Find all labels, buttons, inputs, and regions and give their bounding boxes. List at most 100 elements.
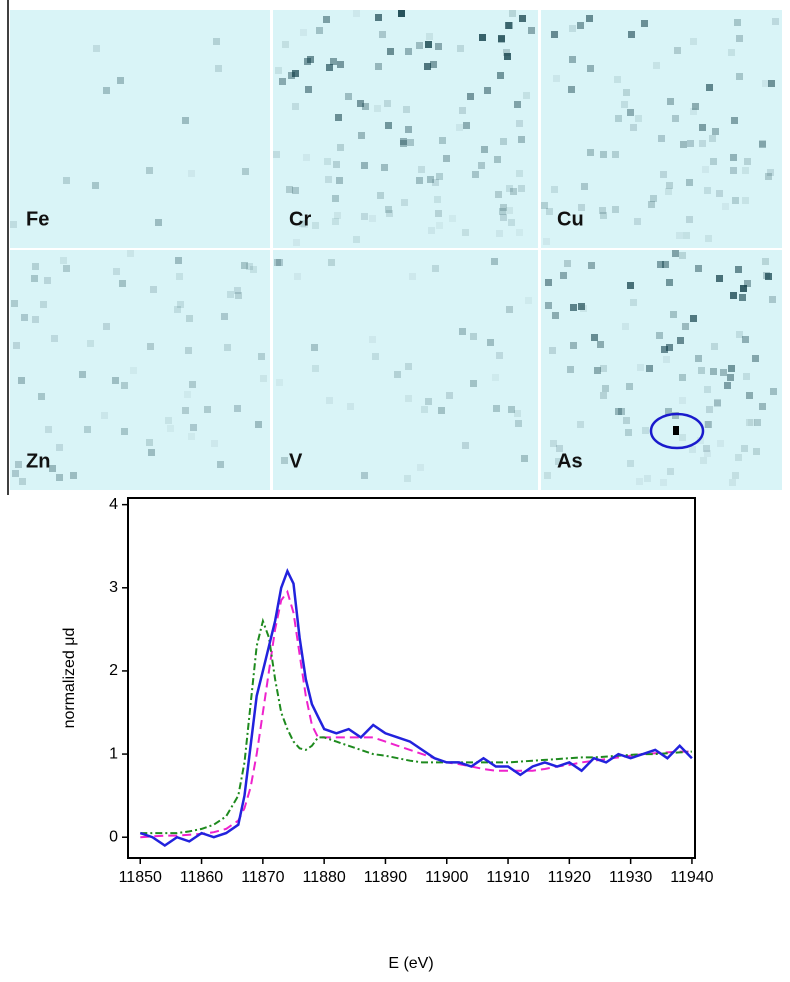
map-pixel [762,258,769,265]
map-pixel [325,176,332,183]
map-pixel [215,65,222,72]
map-pixel [381,164,388,171]
map-pixel [695,355,702,362]
map-pixel [496,352,503,359]
map-pixel [570,342,577,349]
map-pixel [316,27,323,34]
map-pixel [10,221,17,228]
map-pixel [457,45,464,52]
map-pixel [127,250,134,257]
map-pixel [405,126,412,133]
map-pixel [724,382,731,389]
map-pixel [672,115,679,122]
map-pixel [15,461,22,468]
map-pixel [443,155,450,162]
y-tick-label: 2 [109,662,118,679]
panel-label: As [557,450,583,472]
x-tick-label: 11870 [241,869,284,886]
map-panel [10,10,270,248]
map-pixel [516,229,523,236]
map-pixel [508,219,515,226]
map-pixel [653,62,660,69]
map-pixel [49,465,56,472]
map-pixel [741,445,748,452]
panel-label: Cr [289,208,311,230]
map-pixel [353,236,360,243]
map-pixel [500,214,507,221]
map-pixel [500,204,507,211]
map-pixel [13,342,20,349]
map-pixel [612,206,619,213]
map-pixel [167,425,174,432]
map-pixel [79,371,86,378]
map-pixel [716,190,723,197]
map-pixel [521,455,528,462]
map-pixel [591,334,598,341]
map-pixel [87,340,94,347]
map-pixel [625,429,632,436]
map-pixel [600,365,607,372]
map-pixel [597,341,604,348]
map-pixel [324,158,331,165]
map-pixel [743,373,750,380]
map-pixel [635,115,642,122]
map-pixel [213,38,220,45]
map-pixel [711,343,718,350]
map-pixel [387,48,394,55]
map-pixel [188,170,195,177]
map-pixel [434,196,441,203]
map-pixel [706,406,713,413]
map-pixel [503,49,510,56]
map-pixel [18,377,25,384]
map-pixel [686,179,693,186]
map-pixel [44,277,51,284]
map-pixel [662,261,669,268]
map-pixel [418,166,425,173]
map-pixel [337,144,344,151]
series-line [140,589,692,839]
map-pixel [403,106,410,113]
map-pixel [493,405,500,412]
x-tick-label: 11930 [609,869,652,886]
panel-label: V [289,450,303,472]
map-pixel [32,316,39,323]
map-pixel [735,454,742,461]
map-pixel [577,421,584,428]
map-pixel [112,377,119,384]
map-pixel [121,428,128,435]
map-pixel [570,304,577,311]
map-pixel [674,47,681,54]
map-pixel [293,239,300,246]
map-pixel [746,392,753,399]
map-pixel [769,296,776,303]
map-pixel [682,323,689,330]
map-pixel [470,333,477,340]
map-pixel [119,280,126,287]
map-pixel [730,292,737,299]
map-pixel [174,306,181,313]
map-pixel [432,265,439,272]
map-pixel [467,93,474,100]
map-pixel [294,273,301,280]
map-pixel [292,103,299,110]
map-pixel [744,280,751,287]
map-pixel [472,171,479,178]
map-pixel [709,135,716,142]
map-pixel [663,356,670,363]
map-pixel [704,386,711,393]
map-pixel [347,403,354,410]
map-pixel [103,87,110,94]
map-pixel [556,445,563,452]
map-pixel [246,263,253,270]
map-pixel [765,173,772,180]
map-pixel [551,186,558,193]
map-pixel [551,31,558,38]
map-pixel [736,331,743,338]
map-pixel [727,374,734,381]
map-pixel [424,63,431,70]
map-pixel [600,392,607,399]
map-pixel [670,311,677,318]
map-pixel [292,187,299,194]
map-pixel [242,168,249,175]
map-pixel [427,176,434,183]
